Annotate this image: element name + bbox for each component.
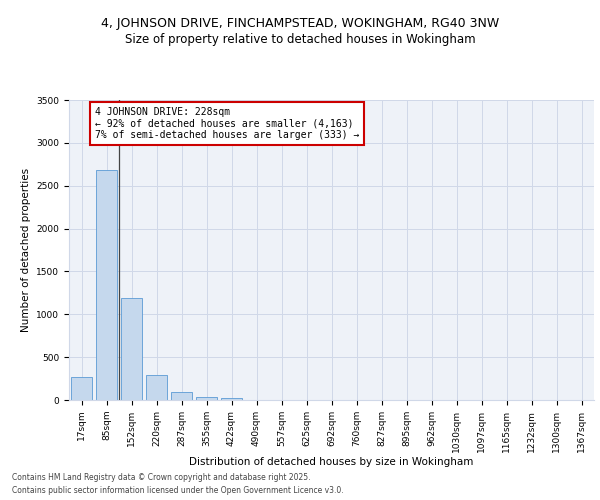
Text: 4 JOHNSON DRIVE: 228sqm
← 92% of detached houses are smaller (4,163)
7% of semi-: 4 JOHNSON DRIVE: 228sqm ← 92% of detache… — [95, 107, 359, 140]
Bar — [71, 377, 92, 400]
Bar — [196, 397, 217, 400]
X-axis label: Distribution of detached houses by size in Wokingham: Distribution of detached houses by size … — [190, 458, 473, 468]
Text: Contains public sector information licensed under the Open Government Licence v3: Contains public sector information licen… — [12, 486, 344, 495]
Y-axis label: Number of detached properties: Number of detached properties — [21, 168, 31, 332]
Bar — [146, 374, 167, 400]
Bar — [96, 170, 117, 400]
Bar — [221, 398, 242, 400]
Bar — [121, 298, 142, 400]
Text: 4, JOHNSON DRIVE, FINCHAMPSTEAD, WOKINGHAM, RG40 3NW: 4, JOHNSON DRIVE, FINCHAMPSTEAD, WOKINGH… — [101, 18, 499, 30]
Text: Size of property relative to detached houses in Wokingham: Size of property relative to detached ho… — [125, 32, 475, 46]
Text: Contains HM Land Registry data © Crown copyright and database right 2025.: Contains HM Land Registry data © Crown c… — [12, 474, 311, 482]
Bar — [171, 392, 192, 400]
